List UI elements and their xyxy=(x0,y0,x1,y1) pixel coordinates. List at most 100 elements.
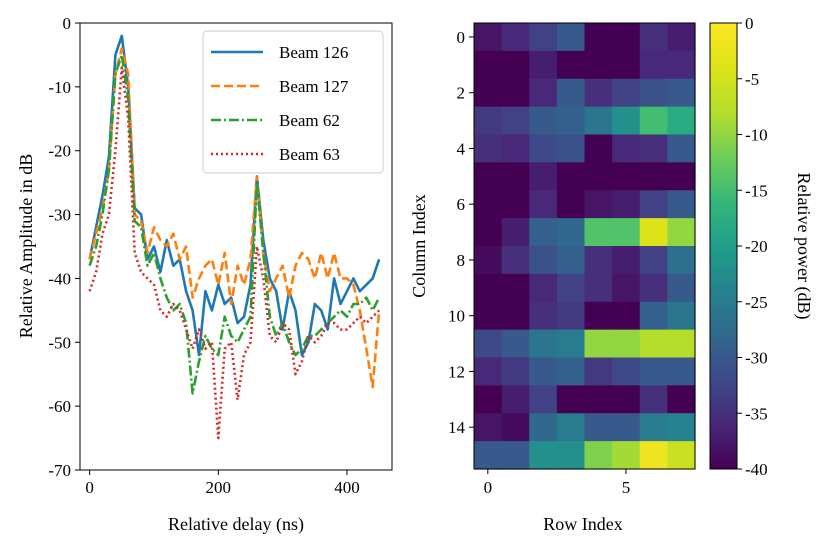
heatmap-ticks-group: 0 5 0 2 4 6 8 10 12 14 xyxy=(448,28,630,497)
heatmap-cell xyxy=(667,162,696,191)
heatmap-cell xyxy=(529,273,558,303)
heatmap-cell xyxy=(612,385,641,414)
line-xlabel: Relative delay (ns) xyxy=(168,514,304,535)
heatmap-cell xyxy=(474,329,503,359)
heatmap-cell xyxy=(639,162,668,191)
heatmap-cell xyxy=(584,106,613,136)
heatmap-cell xyxy=(529,385,558,414)
heatmap-cell xyxy=(667,413,696,442)
heatmap-cell xyxy=(667,357,696,386)
line-series-group xyxy=(88,34,381,440)
heatmap-cell xyxy=(584,50,613,80)
heatmap-cell xyxy=(667,329,696,359)
heatmap-cell xyxy=(584,385,613,414)
heatmap-cell xyxy=(529,413,558,442)
heatmap-cell xyxy=(639,441,668,470)
line-plot-frame xyxy=(79,22,393,471)
heatmap-cell xyxy=(501,106,530,136)
heatmap-cell xyxy=(667,246,696,275)
heatmap-cell xyxy=(556,329,586,359)
heatmap-xlabel: Row Index xyxy=(543,514,623,534)
heatmap-ylabel: Column Index xyxy=(409,194,429,298)
heatmap-cell xyxy=(474,134,503,163)
heatmap-cell xyxy=(556,357,586,386)
legend-box xyxy=(202,30,384,174)
heatmap-cell xyxy=(667,301,696,331)
heatmap-cell xyxy=(556,134,586,163)
heatmap-cell xyxy=(612,50,641,80)
colorbar-tick-label: -10 xyxy=(745,126,768,145)
heatmap-cell xyxy=(501,218,530,247)
heatmap-cell xyxy=(529,218,558,247)
heatmap-cell xyxy=(501,78,530,108)
heatmap-cell xyxy=(639,190,668,219)
line-ytick-label: 0 xyxy=(63,14,72,33)
heatmap-cell xyxy=(667,441,696,470)
heatmap-cell xyxy=(639,50,668,80)
heatmap-cell xyxy=(556,23,586,52)
heatmap-cell xyxy=(501,134,530,163)
heatmap-cell xyxy=(584,23,613,52)
heatmap-cell xyxy=(612,23,641,52)
heatmap-cell xyxy=(529,106,558,136)
heatmap-cell xyxy=(474,357,503,386)
heatmap-cell xyxy=(639,78,668,108)
heatmap-cell xyxy=(584,78,613,108)
heatmap-cell xyxy=(612,218,641,247)
colorbar-tick-label: 0 xyxy=(745,14,754,33)
colorbar: 0 -5 -10 -15 -20 -25 -30 -35 -40 Relative power … xyxy=(709,14,814,479)
heatmap-cell xyxy=(612,162,641,191)
heatmap-cell xyxy=(584,134,613,163)
heatmap-cell xyxy=(639,413,668,442)
heatmap-cell xyxy=(639,329,668,359)
heatmap-cell xyxy=(529,162,558,191)
legend-label: Beam 63 xyxy=(279,145,340,164)
heatmap-cell xyxy=(639,106,668,136)
legend-label: Beam 62 xyxy=(279,111,340,130)
heatmap-cell xyxy=(667,385,696,414)
legend: Beam 126 Beam 127 Beam 62 Beam 63 xyxy=(202,30,384,174)
heatmap-cell xyxy=(474,50,503,80)
colorbar-tick-label: -25 xyxy=(745,293,768,312)
heatmap-chart: 0 5 0 2 4 6 8 10 12 14 Row Index Column Index xyxy=(409,22,696,534)
heatmap-cell xyxy=(584,246,613,275)
line-xtick-label: 200 xyxy=(206,478,232,497)
heatmap-cell xyxy=(529,329,558,359)
heatmap-cell xyxy=(667,190,696,219)
heatmap-cell xyxy=(639,218,668,247)
heatmap-cell xyxy=(529,78,558,108)
heatmap-cell xyxy=(612,134,641,163)
heatmap-cell xyxy=(474,441,503,470)
heatmap-ytick-label: 8 xyxy=(457,251,466,270)
line-ytick-label: -30 xyxy=(48,206,71,225)
colorbar-tick-label: -15 xyxy=(745,181,768,200)
line-xtick-label: 400 xyxy=(334,478,360,497)
heatmap-cell xyxy=(612,273,641,303)
heatmap-cell xyxy=(639,385,668,414)
heatmap-cell xyxy=(501,357,530,386)
heatmap-cell xyxy=(501,413,530,442)
heatmap-cell xyxy=(529,50,558,80)
heatmap-cell xyxy=(612,301,641,331)
heatmap-cell xyxy=(639,23,668,52)
heatmap-cell xyxy=(474,218,503,247)
series-line-beam-126 xyxy=(88,34,381,357)
heatmap-cell xyxy=(474,162,503,191)
heatmap-cell xyxy=(612,246,641,275)
heatmap-cell xyxy=(612,106,641,136)
heatmap-cell xyxy=(612,78,641,108)
heatmap-cell xyxy=(529,246,558,275)
heatmap-ytick-label: 6 xyxy=(457,195,466,214)
heatmap-ytick-label: 2 xyxy=(457,84,466,103)
heatmap-cell xyxy=(556,162,586,191)
line-ytick-label: -50 xyxy=(48,333,71,352)
heatmap-cell xyxy=(639,357,668,386)
heatmap-cell xyxy=(529,357,558,386)
heatmap-cell xyxy=(474,190,503,219)
heatmap-xtick-label: 5 xyxy=(622,478,631,497)
heatmap-cell xyxy=(501,50,530,80)
heatmap-ytick-label: 4 xyxy=(457,139,466,158)
colorbar-ticks-group: 0 -5 -10 -15 -20 -25 -30 -35 -40 xyxy=(737,14,768,479)
heatmap-cell xyxy=(501,246,530,275)
